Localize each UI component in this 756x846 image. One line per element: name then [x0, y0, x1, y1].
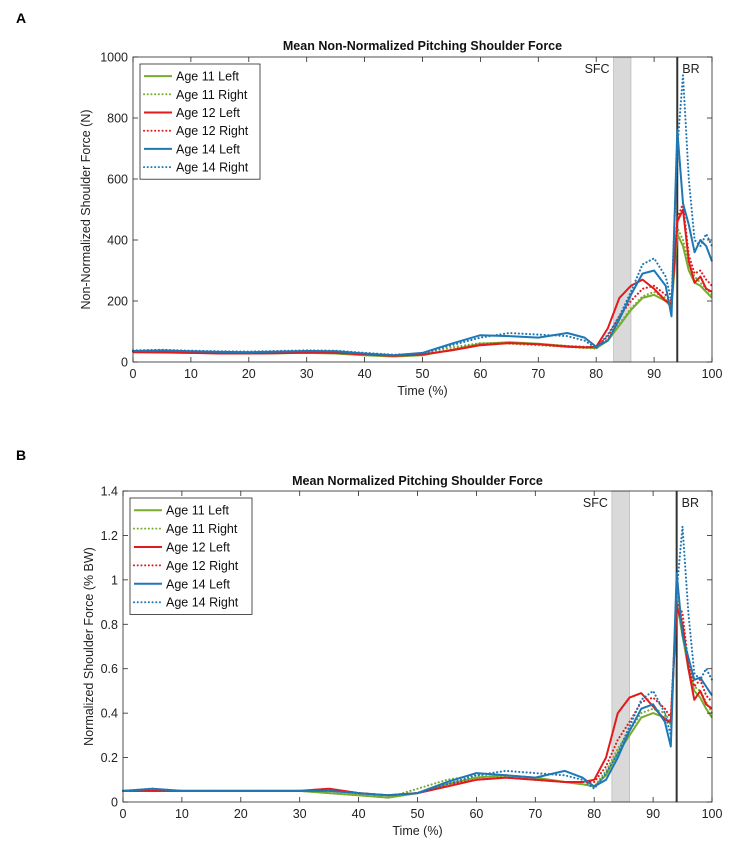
- x-tick-label: 50: [411, 807, 425, 821]
- x-tick-label: 40: [358, 367, 372, 381]
- legend-label: Age 11 Left: [166, 504, 230, 518]
- legend-label: Age 11 Left: [176, 70, 240, 84]
- panel-label-a: A: [16, 10, 26, 26]
- y-tick-label: 0.4: [101, 707, 118, 721]
- legend-label: Age 14 Right: [176, 161, 249, 175]
- y-tick-label: 1: [111, 573, 118, 587]
- x-tick-label: 20: [242, 367, 256, 381]
- y-tick-label: 0.6: [101, 662, 118, 676]
- y-tick-label: 0: [111, 796, 118, 810]
- x-tick-label: 100: [702, 367, 723, 381]
- y-tick-label: 1000: [100, 51, 128, 65]
- y-tick-label: 600: [107, 173, 128, 187]
- y-axis-label: Non-Normalized Shoulder Force (N): [79, 109, 93, 309]
- chart-a: SFC BR0 10 20 30 40 50 60 70 80 90 1000200400600800…: [79, 39, 722, 398]
- x-tick-label: 60: [469, 807, 483, 821]
- y-tick-label: 800: [107, 112, 128, 126]
- x-axis-label: Time (%): [392, 824, 442, 838]
- br-label: BR: [682, 62, 699, 76]
- x-tick-label: 30: [300, 367, 314, 381]
- y-tick-label: 0.8: [101, 618, 118, 632]
- y-tick-label: 400: [107, 234, 128, 248]
- series-line-age-14-left: [132, 129, 713, 357]
- x-tick-label: 70: [531, 367, 545, 381]
- series-line-age-14-right: [121, 525, 714, 797]
- chart-title: Mean Non-Normalized Pitching Shoulder Fo…: [283, 39, 562, 53]
- legend-label: Age 12 Left: [166, 541, 230, 555]
- x-tick-label: 70: [528, 807, 542, 821]
- y-axis-label: Normalized Shoulder Force (% BW): [82, 547, 96, 746]
- legend-label: Age 12 Right: [166, 559, 239, 573]
- legend-box: [139, 63, 261, 180]
- x-tick-label: 30: [293, 807, 307, 821]
- chart-b: SFC BR 0 10 20 30 40 50 60 70 80 90 100 0 0.2 0.4 0.6 0.8…: [82, 474, 722, 838]
- series-line-age-14-right: [131, 74, 714, 356]
- chart-title: Mean Normalized Pitching Shoulder Force: [292, 474, 543, 488]
- x-tick-label: 20: [234, 807, 248, 821]
- x-axis-label: Time (%): [397, 384, 447, 398]
- legend-label: Age 14 Right: [166, 596, 239, 610]
- x-tick-label: 50: [416, 367, 430, 381]
- y-tick-label: 200: [107, 295, 128, 309]
- legend-label: Age 12 Right: [176, 124, 249, 138]
- sfc-label: SFC: [583, 496, 608, 510]
- sfc-label: SFC: [585, 62, 610, 76]
- panel-label-b: B: [16, 447, 26, 463]
- sfc-band: [611, 490, 630, 803]
- x-tick-label: 60: [473, 367, 487, 381]
- x-tick-label: 40: [352, 807, 366, 821]
- x-tick-label: 0: [130, 367, 137, 381]
- x-tick-label: 90: [646, 807, 660, 821]
- y-tick-label: 1.2: [101, 529, 118, 543]
- x-tick-label: 100: [702, 807, 723, 821]
- legend-label: Age 14 Left: [176, 142, 240, 156]
- legend-label: Age 12 Left: [176, 106, 240, 120]
- x-tick-label: 10: [175, 807, 189, 821]
- legend-label: Age 14 Left: [166, 577, 230, 591]
- x-tick-label: 80: [587, 807, 601, 821]
- br-label: BR: [682, 496, 699, 510]
- x-tick-label: 0: [120, 807, 127, 821]
- y-tick-label: 0: [121, 356, 128, 370]
- x-tick-label: 10: [184, 367, 198, 381]
- y-tick-label: 0.2: [101, 751, 118, 765]
- x-tick-label: 90: [647, 367, 661, 381]
- x-tick-label: 80: [589, 367, 603, 381]
- y-tick-label: 1.4: [101, 485, 118, 499]
- legend-box: [129, 497, 253, 615]
- sfc-band: [613, 56, 632, 363]
- series-line-age-12-right: [131, 202, 714, 357]
- legend-label: Age 11 Right: [176, 88, 248, 102]
- legend-label: Age 11 Right: [166, 522, 238, 536]
